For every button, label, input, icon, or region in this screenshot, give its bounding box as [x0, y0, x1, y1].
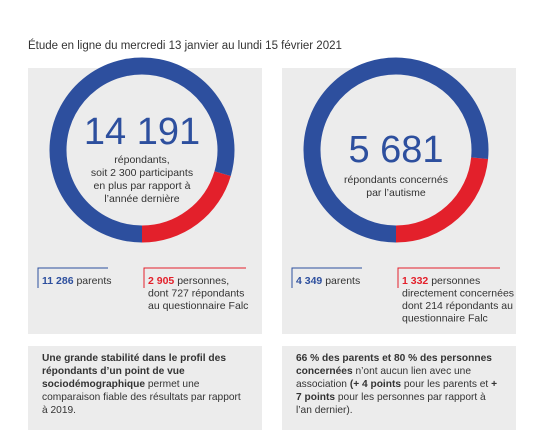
segment-value: 2 905	[148, 275, 174, 287]
total-caption: par l’autisme	[366, 187, 426, 199]
total-caption: répondants concernés	[344, 174, 448, 186]
note-box: 66 % des parents et 80 % des personnes c…	[282, 346, 516, 430]
segment-text: dont 214 répondants au	[402, 300, 513, 312]
total-caption: répondants,	[114, 154, 169, 166]
segment-label: dont 727 répondants	[148, 287, 244, 299]
segment-label: 2 905 personnes,	[148, 275, 229, 287]
leader-line	[37, 267, 108, 288]
donut-segment	[395, 157, 489, 243]
segment-value: 11 286	[42, 275, 74, 287]
segment-value: 4 349	[296, 275, 322, 287]
leader-line	[291, 267, 362, 288]
note-text: 66 % des parents et 80 % des personnes c…	[296, 353, 492, 377]
infographic: Étude en ligne du mercredi 13 janvier au…	[28, 39, 516, 334]
total-caption: soit 2 300 participants	[91, 167, 193, 179]
note-text: pour les personnes par rapport à l’an de…	[296, 392, 486, 416]
segment-value: 1 332	[402, 275, 428, 287]
segment-text: questionnaire Falc	[402, 312, 488, 324]
total-number: 14 191	[84, 111, 200, 153]
leader-line	[143, 267, 246, 288]
segment-label: dont 214 répondants au	[402, 300, 513, 312]
note-text: Une grande stabilité dans le profil des …	[42, 353, 226, 390]
note-text: pour les parents et	[401, 379, 492, 390]
leader-line	[397, 267, 500, 288]
donut-segment	[303, 57, 489, 243]
note-text: (+ 4 points	[349, 379, 402, 390]
note-text: + 7 points	[296, 379, 498, 403]
segment-label: 11 286 parents	[42, 275, 112, 287]
total-caption: l’année dernière	[104, 193, 179, 205]
donut-segment	[49, 57, 235, 243]
segment-label: 4 349 parents	[296, 275, 360, 287]
segment-text: dont 727 répondants	[148, 287, 244, 299]
segment-text: personnes,	[177, 275, 229, 287]
segment-label: directement concernées	[402, 287, 514, 299]
segment-text: au questionnaire Falc	[148, 300, 248, 312]
note-text: n’ont aucun lien avec une association	[296, 366, 472, 390]
header-title: Étude en ligne du mercredi 13 janvier au…	[28, 39, 342, 52]
segment-label: questionnaire Falc	[402, 312, 488, 324]
segment-text: parents	[76, 275, 111, 287]
total-caption: en plus par rapport à	[94, 180, 191, 192]
segment-label: 1 332 personnes	[402, 275, 480, 287]
donut-segment	[141, 170, 231, 243]
segment-label: au questionnaire Falc	[148, 300, 248, 312]
total-number: 5 681	[348, 129, 443, 171]
note-text: permet une comparaison fiable des résult…	[42, 379, 241, 416]
segment-text: parents	[325, 275, 360, 287]
note-box: Une grande stabilité dans le profil des …	[28, 346, 262, 430]
segment-text: personnes	[431, 275, 480, 287]
segment-text: directement concernées	[402, 287, 514, 299]
